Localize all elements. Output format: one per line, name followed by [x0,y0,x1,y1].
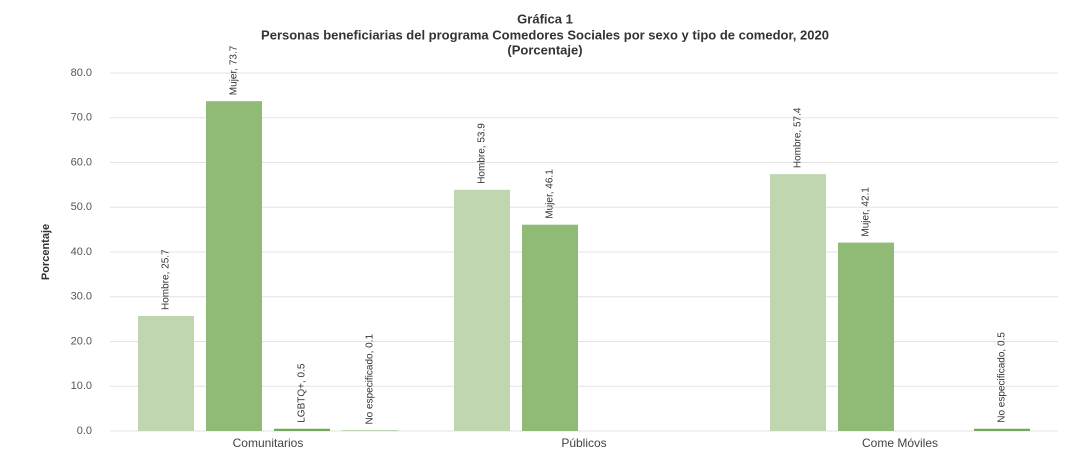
y-tick-label: 30.0 [71,291,92,303]
data-label: No especificado, 0.1 [365,334,376,425]
bar [770,174,826,431]
y-axis-label: Porcentaje [40,224,52,280]
data-label: Hombre, 53.9 [477,123,488,184]
chart-title: Personas beneficiarias del programa Come… [261,27,829,42]
chart-subtitle: (Porcentaje) [507,42,582,57]
data-label: LGBTQ+, 0.5 [297,363,308,423]
bar [454,189,510,431]
y-tick-label: 50.0 [71,201,92,213]
y-tick-label: 70.0 [71,112,92,124]
bar [838,242,894,431]
y-tick-label: 20.0 [71,335,92,347]
y-tick-label: 0.0 [77,425,92,437]
y-tick-label: 10.0 [71,380,92,392]
data-label: Mujer, 46.1 [545,169,556,219]
data-label: Hombre, 25.7 [161,249,172,310]
bar [274,428,330,431]
bar [138,315,194,431]
bar [206,101,262,431]
y-tick-label: 80.0 [71,67,92,79]
data-label: Hombre, 57.4 [793,107,804,168]
data-label: No especificado, 0.5 [997,332,1008,423]
data-label: Mujer, 73.7 [229,45,240,95]
x-tick-label: Comunitarios [233,436,304,450]
data-label: Mujer, 42.1 [861,187,872,237]
chart-title: Gráfica 1 [517,11,573,26]
bar [522,224,578,431]
x-tick-label: Públicos [561,436,606,450]
y-tick-label: 40.0 [71,246,92,258]
bar [974,428,1030,431]
y-tick-label: 60.0 [71,156,92,168]
x-tick-label: Come Móviles [862,436,938,450]
